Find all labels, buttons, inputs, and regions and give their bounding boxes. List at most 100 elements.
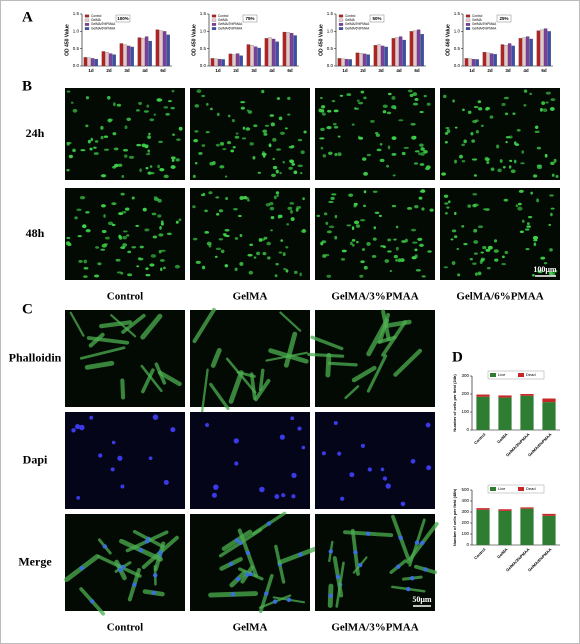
legend-swatch: [84, 18, 90, 22]
cell: [362, 157, 367, 161]
cell: [501, 102, 506, 107]
y-tick-label: 200: [461, 391, 469, 396]
cell: [474, 119, 479, 122]
y-tick-label: 0: [466, 427, 469, 432]
cell: [320, 97, 323, 100]
panel-label: A: [22, 9, 33, 25]
bar: [475, 59, 479, 67]
cell: [473, 105, 479, 109]
nucleus: [102, 544, 108, 549]
bar: [275, 41, 279, 67]
legend-label: GelMA/3%PMAA: [472, 22, 497, 26]
cell: [168, 100, 172, 103]
cell: [387, 238, 392, 242]
nucleus: [259, 486, 265, 493]
cell: [395, 246, 399, 251]
bar-segment: [498, 397, 512, 430]
cell: [262, 129, 268, 133]
cell: [276, 148, 282, 151]
cell: [278, 251, 283, 254]
legend-label: GelMA/6%PMAA: [472, 26, 497, 30]
cell: [201, 144, 206, 148]
bar: [486, 52, 490, 67]
legend-swatch: [465, 18, 471, 22]
micrograph: [440, 88, 560, 180]
cell: [277, 216, 281, 219]
cell: [386, 111, 392, 115]
panel-label: B: [22, 78, 32, 94]
cell: [537, 269, 543, 274]
legend-box: [487, 370, 545, 380]
bar: [409, 31, 414, 67]
cell: [503, 96, 509, 100]
nucleus: [328, 549, 334, 554]
cell: [410, 122, 416, 126]
cell: [341, 249, 347, 253]
legend-label: Control: [91, 14, 102, 18]
cell: [421, 207, 425, 211]
cell: [192, 237, 198, 241]
x-tick-label: 4d: [142, 68, 148, 73]
nucleus: [353, 550, 358, 555]
cell: [550, 98, 556, 102]
cell: [334, 214, 338, 219]
cell: [327, 361, 358, 367]
cell: [444, 132, 449, 135]
cell: [140, 313, 163, 340]
cell: [293, 170, 298, 175]
cell: [93, 274, 100, 278]
cell: [136, 265, 140, 268]
cell: [85, 96, 90, 100]
cell: [218, 209, 224, 213]
cell: [141, 143, 147, 148]
nucleus: [120, 484, 125, 489]
cell: [165, 112, 170, 116]
bar: [518, 38, 523, 67]
cell: [116, 271, 122, 274]
cell: [124, 125, 128, 130]
bar: [420, 34, 424, 67]
micrograph-bg: [65, 412, 185, 509]
cell: [356, 240, 359, 244]
y-tick-label: 500: [461, 487, 469, 492]
bar: [235, 53, 240, 67]
cell: [473, 228, 478, 233]
cell: [325, 221, 329, 225]
cell: [505, 140, 508, 144]
nucleus: [396, 564, 401, 569]
cell: [249, 142, 254, 146]
cell: [219, 165, 225, 169]
y-axis-label: Number of cells per field (48h): [452, 488, 457, 546]
nucleus: [238, 540, 243, 546]
bar: [286, 32, 290, 67]
cell: [200, 368, 209, 416]
cell: [120, 246, 126, 249]
cell: [418, 196, 423, 200]
x-tick-label: 1d: [342, 68, 348, 73]
cell: [234, 237, 239, 240]
cell: [382, 104, 388, 108]
y-tick-label: 0.0: [73, 63, 80, 68]
cell: [82, 224, 87, 229]
cell: [215, 196, 220, 199]
cell: [462, 108, 465, 112]
cell: [307, 352, 345, 358]
cell: [110, 314, 137, 338]
cell: [276, 194, 279, 197]
nucleus: [414, 540, 420, 545]
cell: [145, 167, 149, 170]
cell: [284, 127, 288, 130]
cell: [77, 234, 82, 238]
cell: [370, 119, 375, 123]
cell: [414, 150, 420, 153]
bar: [348, 59, 352, 67]
cell: [122, 148, 129, 152]
bar: [148, 40, 152, 67]
legend-label: GelMA: [91, 18, 102, 22]
cell: [210, 347, 222, 368]
x-tick-label: 4d: [269, 68, 275, 73]
cell: [269, 206, 275, 211]
bar: [377, 44, 381, 67]
nucleus: [76, 496, 81, 500]
cell: [497, 168, 502, 173]
